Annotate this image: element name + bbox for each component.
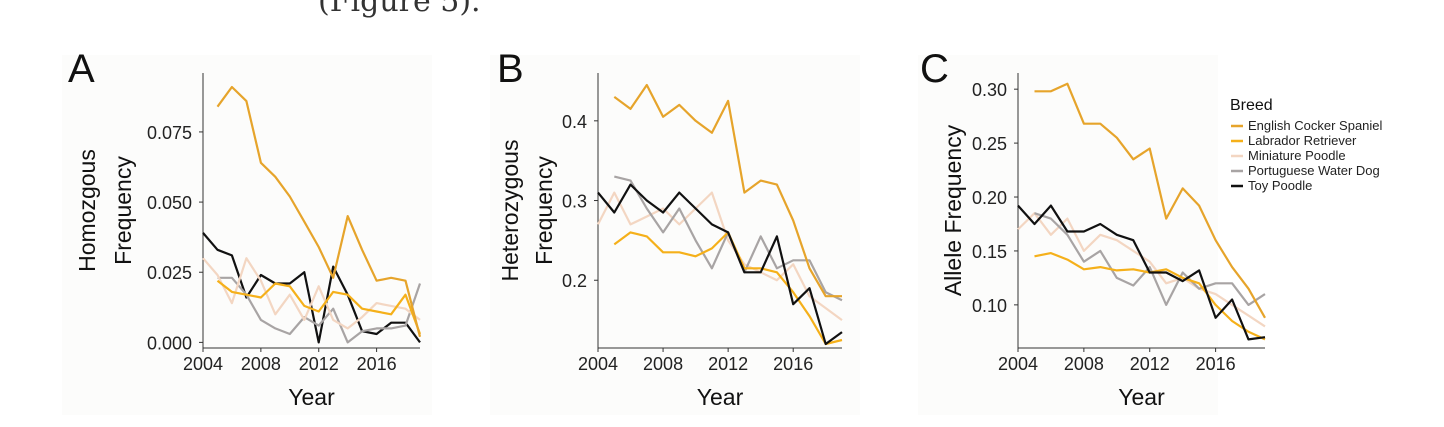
caption-fragment: (Figure 5). [318, 0, 481, 19]
y-tick-label: 0.20 [972, 188, 1007, 208]
x-tick-label: 2012 [708, 354, 748, 374]
y-tick-label: 0.15 [972, 242, 1007, 262]
series-line-miniature-poodle [597, 191, 843, 321]
legend-label: English Cocker Spaniel [1248, 118, 1383, 133]
legend-label: Toy Poodle [1248, 178, 1312, 193]
y-tick-label: 0.050 [147, 193, 192, 213]
y-axis-title: Frequency [531, 156, 557, 265]
panel-b: B 0.2 0.3 0.4 2004 2008 2012 2016 Year Heterozygo… [490, 47, 860, 415]
x-tick-label: 2016 [1196, 354, 1236, 374]
x-axis-title: Year [1118, 384, 1165, 410]
panel-a: A 0.000 0.025 0.050 0.075 2004 2008 2012 2016 Yea… [62, 47, 432, 415]
legend-label: Miniature Poodle [1248, 148, 1346, 163]
y-tick-label: 0.075 [147, 123, 192, 143]
series-line-toy-poodle [597, 183, 843, 346]
y-tick-label: 0.2 [562, 271, 587, 291]
x-tick-label: 2008 [1064, 354, 1104, 374]
x-tick-label: 2004 [183, 354, 223, 374]
x-axis-title: Year [697, 384, 744, 410]
series-line-portuguese-water-dog [217, 276, 422, 344]
y-axis-title: Allele Frequency [940, 124, 966, 296]
series-line-labrador-retriever [216, 279, 422, 335]
x-tick-label: 2012 [1130, 354, 1170, 374]
legend-title: Breed [1230, 97, 1273, 114]
series-line-miniature-poodle [202, 257, 421, 330]
x-tick-label: 2004 [998, 354, 1038, 374]
y-axis-title: Heterozygous [497, 140, 523, 282]
x-tick-label: 2008 [241, 354, 281, 374]
series-line-english-cocker-spaniel [216, 85, 422, 338]
y-tick-label: 0.25 [972, 134, 1007, 154]
x-tick-label: 2016 [357, 354, 397, 374]
legend-label: Portuguese Water Dog [1248, 163, 1380, 178]
y-tick-label: 0.10 [972, 296, 1007, 316]
y-tick-label: 0.3 [562, 192, 587, 212]
x-tick-label: 2008 [643, 354, 683, 374]
panel-background [62, 55, 432, 415]
x-axis-title: Year [288, 384, 335, 410]
legend-label: Labrador Retriever [1248, 133, 1357, 148]
x-tick-label: 2004 [578, 354, 618, 374]
x-tick-label: 2012 [299, 354, 339, 374]
series-line-toy-poodle [1017, 204, 1266, 341]
y-tick-label: 0.025 [147, 263, 192, 283]
y-tick-label: 0.4 [562, 112, 587, 132]
panel-label: C [920, 47, 949, 91]
series-line-portuguese-water-dog [1034, 212, 1266, 306]
y-axis-title: Frequency [110, 156, 136, 265]
panel-label: B [497, 47, 524, 91]
y-tick-label: 0.000 [147, 333, 192, 353]
y-axis-title: Homozgous [74, 149, 100, 272]
panel-label: A [68, 47, 95, 91]
x-tick-label: 2016 [773, 354, 813, 374]
series-line-english-cocker-spaniel [1034, 82, 1266, 319]
panel-c: C 0.10 0.15 0.20 0.25 0.30 2004 2008 2012 2016 Yea… [918, 47, 1266, 415]
series-line-english-cocker-spaniel [613, 83, 842, 298]
y-tick-label: 0.30 [972, 80, 1007, 100]
